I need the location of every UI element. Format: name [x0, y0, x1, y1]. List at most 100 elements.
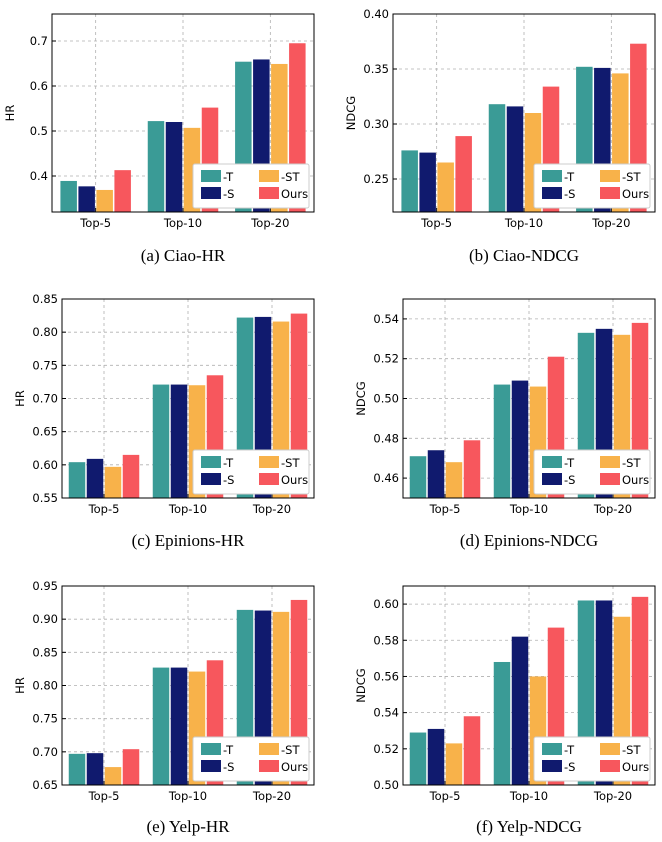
bar-s — [419, 152, 436, 212]
legend-box — [192, 736, 310, 782]
plot-frame — [61, 585, 315, 786]
x-tick-label: Top-20 — [593, 789, 632, 803]
chart-panel: 0.46 0.48 0.50 0.52 0.54 Top-5 Top-10 Top-20 NDC… — [354, 298, 656, 550]
legend-box — [533, 163, 651, 209]
legend-swatch — [201, 187, 221, 199]
y-tick-label: 0.58 — [373, 633, 399, 647]
bar-t — [493, 661, 511, 785]
figure-caption: (a) Ciao-HR — [141, 246, 226, 265]
y-tick-label: 0.70 — [32, 392, 58, 406]
bar-st — [104, 767, 122, 785]
legend-label: -T — [564, 170, 575, 184]
y-tick-label: 0.55 — [32, 491, 58, 505]
legend-label: -T — [564, 743, 575, 757]
y-tick-label: 0.85 — [32, 292, 58, 306]
plot-frame — [402, 585, 656, 786]
bar-ours — [463, 440, 481, 498]
legend-label: -ST — [622, 743, 641, 757]
legend-box — [533, 736, 651, 782]
legend-swatch — [600, 760, 620, 772]
bar-t — [493, 384, 511, 498]
legend-swatch — [600, 743, 620, 755]
legend-label: -S — [564, 760, 575, 774]
x-tick-label: Top-5 — [420, 216, 452, 230]
legend-box — [533, 449, 651, 495]
legend-swatch — [259, 187, 279, 199]
legend-swatch — [600, 170, 620, 182]
y-tick-label: 0.5 — [30, 124, 48, 138]
legend: -T -S -ST Ours — [192, 449, 310, 495]
y-tick-label: 0.54 — [373, 706, 399, 720]
x-tick-label: Top-20 — [591, 216, 630, 230]
legend-swatch — [259, 456, 279, 468]
bar-s — [86, 458, 104, 498]
legend-label: -ST — [622, 456, 641, 470]
y-tick-label: 0.6 — [30, 79, 48, 93]
x-tick-label: Top-10 — [168, 789, 207, 803]
plot-frame — [402, 298, 656, 499]
bar-st — [445, 462, 463, 498]
x-tick-label: Top-20 — [252, 502, 291, 516]
legend-label: -T — [223, 456, 234, 470]
y-tick-label: 0.50 — [373, 778, 399, 792]
chart-panel: 0.50 0.52 0.54 0.56 0.58 0.60 Top-5 Top-10 Top-2… — [354, 585, 656, 836]
y-tick-label: 0.65 — [32, 778, 58, 792]
legend: -T -S -ST Ours — [533, 736, 651, 782]
bar-t — [68, 753, 86, 785]
figure-caption: (d) Epinions-NDCG — [460, 531, 598, 550]
legend-swatch — [600, 456, 620, 468]
bar-ours — [455, 136, 472, 212]
y-tick-label: 0.4 — [30, 169, 48, 183]
y-axis-label: NDCG — [354, 668, 368, 702]
bar-ours — [122, 749, 140, 785]
plot-frame — [392, 13, 656, 213]
legend-swatch — [542, 170, 562, 182]
x-tick-label: Top-10 — [168, 502, 207, 516]
legend-label: -ST — [281, 170, 300, 184]
bar-s — [86, 753, 104, 785]
legend-swatch — [542, 760, 562, 772]
legend-label: -ST — [281, 456, 300, 470]
x-tick-label: Top-10 — [509, 789, 548, 803]
legend-label: Ours — [281, 760, 308, 774]
bar-t — [60, 180, 77, 212]
bar-ours — [114, 170, 131, 212]
x-tick-label: Top-5 — [79, 216, 111, 230]
legend-swatch — [600, 187, 620, 199]
bar-t — [401, 150, 418, 212]
y-tick-label: 0.90 — [32, 612, 58, 626]
legend: -T -S -ST Ours — [533, 163, 651, 209]
legend-box — [192, 163, 310, 209]
y-tick-label: 0.7 — [30, 34, 48, 48]
bar-s — [427, 728, 445, 785]
y-tick-label: 0.80 — [32, 325, 58, 339]
y-tick-label: 0.70 — [32, 745, 58, 759]
y-tick-label: 0.52 — [373, 352, 399, 366]
y-axis-label: NDCG — [344, 96, 358, 130]
y-axis-label: HR — [13, 390, 27, 407]
y-tick-label: 0.80 — [32, 679, 58, 693]
x-tick-label: Top-5 — [88, 789, 120, 803]
bar-s — [170, 384, 188, 498]
legend-label: -T — [564, 456, 575, 470]
y-tick-label: 0.48 — [373, 431, 399, 445]
x-tick-label: Top-20 — [250, 216, 289, 230]
legend-swatch — [201, 473, 221, 485]
bar-s — [170, 667, 188, 785]
legend-swatch — [259, 170, 279, 182]
legend-label: -T — [223, 170, 234, 184]
legend-swatch — [542, 187, 562, 199]
legend-box — [192, 449, 310, 495]
legend-label: -S — [564, 473, 575, 487]
chart-panel: 0.4 0.5 0.6 0.7 Top-5 Top-10 Top-20 HR -T -S -ST Ou… — [3, 13, 315, 265]
bar-t — [409, 456, 427, 498]
legend-label: Ours — [622, 187, 649, 201]
legend-label: -ST — [622, 170, 641, 184]
bar-st — [445, 743, 463, 785]
legend-swatch — [600, 473, 620, 485]
legend-swatch — [259, 760, 279, 772]
y-tick-label: 0.50 — [373, 392, 399, 406]
y-tick-label: 0.85 — [32, 645, 58, 659]
